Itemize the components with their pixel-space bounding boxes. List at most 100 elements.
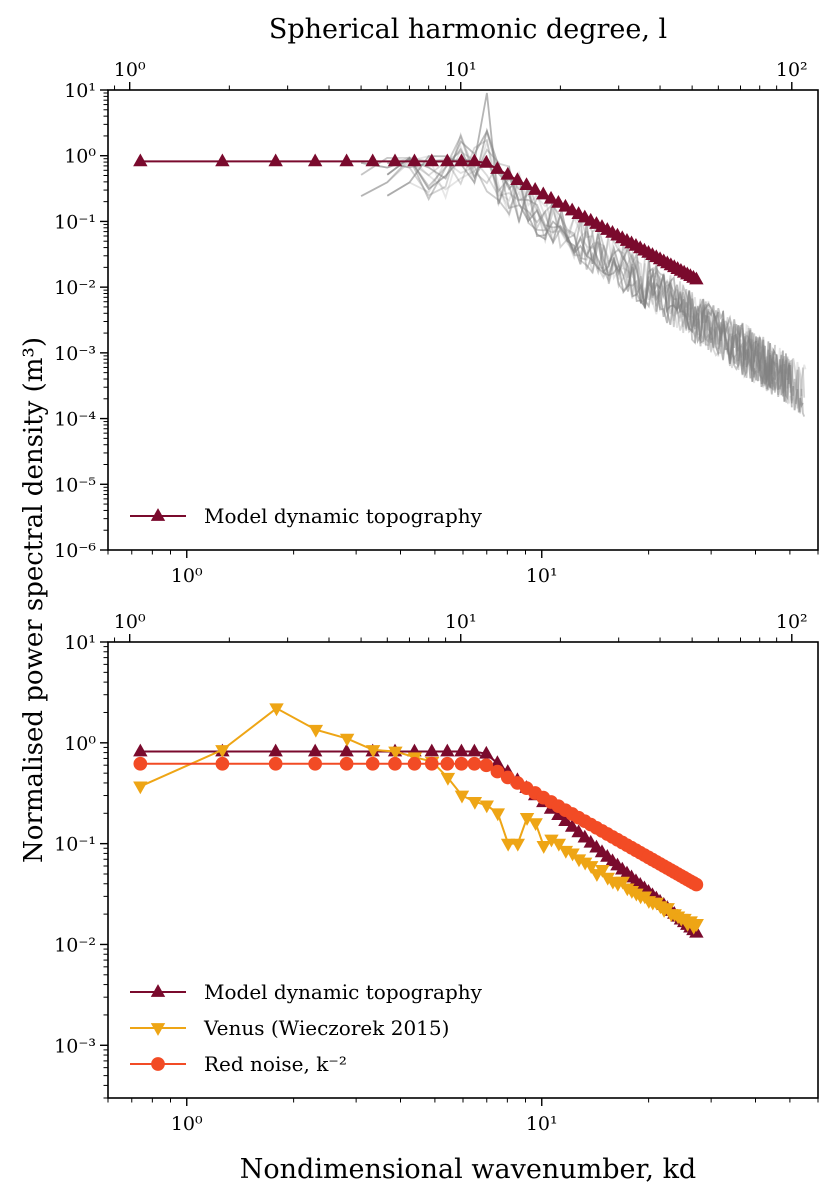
model-dynamic-topography-point (268, 153, 283, 167)
model-dynamic-topography-point (365, 153, 380, 167)
venus-wieczorek-2015-point (467, 796, 483, 810)
red-noise-k-point (133, 756, 148, 771)
red-noise-k-point (407, 756, 422, 771)
legend-marker-red-noise-k (151, 1057, 165, 1071)
red-noise-k-point (339, 756, 354, 771)
x-tick-label: 10¹ (526, 1113, 558, 1135)
top-panel: 10⁰ 10¹ 10⁰ 10¹ 10² 10¹ 10⁰ 10⁻¹ 10⁻² 10⁻³ 10⁻⁴ 10⁻… (54, 59, 819, 587)
model-dynamic-topography-point (339, 153, 354, 167)
venus-wieczorek-2015-point (500, 838, 516, 852)
x-tick-label: 10⁰ (171, 1113, 203, 1135)
background-spectrum-line (360, 150, 778, 385)
red-noise-k-point (490, 764, 505, 779)
model-dynamic-topography-point (454, 743, 469, 757)
legend-marker-model-dynamic-topography (150, 508, 166, 521)
venus-wieczorek-2015-point (536, 841, 551, 854)
top-tick-label: 10⁰ (114, 59, 146, 81)
model-dynamic-topography-point (424, 743, 439, 757)
legend-label-venus-wieczorek-2015: Venus (Wieczorek 2015) (203, 1016, 449, 1040)
legend-label-red-noise-k: Red noise, k⁻² (204, 1052, 347, 1076)
model-dynamic-topography-point (500, 166, 515, 180)
venus-wieczorek-2015-point (490, 808, 506, 822)
bottom-panel: 10⁰ 10¹ 10⁰ 10¹ 10² 10¹ 10⁰ 10⁻¹ 10⁻² 10⁻³ Model d… (54, 611, 819, 1135)
model-dynamic-topography-point (307, 743, 323, 757)
venus-wieczorek-2015-point (269, 703, 284, 717)
legend-marker-venus-wieczorek-2015 (150, 1023, 166, 1036)
red-noise-k-point (388, 756, 402, 771)
model-dynamic-topography-point (543, 190, 559, 204)
legend-label-model-dynamic-topography: Model dynamic topography (204, 980, 483, 1004)
venus-wieczorek-2015-point (615, 876, 630, 890)
venus-wieczorek-2015-point (544, 834, 559, 848)
top-tick-label: 10² (776, 59, 808, 81)
red-noise-k-point (424, 756, 439, 771)
y-tick-label: 10⁻¹ (54, 211, 96, 233)
y-tick-label: 10⁻² (54, 277, 96, 299)
background-spectrum-line (360, 133, 776, 391)
model-dynamic-topography-point (558, 813, 573, 827)
venus-wieczorek-2015-point (583, 861, 599, 874)
background-spectrum-line (360, 155, 792, 404)
y-tick-label: 10¹ (64, 632, 96, 654)
model-dynamic-topography-point (564, 818, 580, 832)
model-dynamic-topography-point (133, 743, 148, 757)
model-dynamic-topography-point (454, 153, 469, 167)
venus-wieczorek-2015-point (528, 818, 543, 831)
y-tick-label: 10⁰ (64, 733, 96, 755)
red-noise-k-point (268, 756, 283, 771)
y-tick-label: 10⁻⁴ (54, 409, 96, 431)
background-spectrum-line (387, 158, 793, 402)
model-dynamic-topography-point (519, 177, 534, 191)
model-dynamic-topography-point (551, 807, 566, 821)
top-tick-label: 10¹ (445, 611, 477, 633)
background-spectrum-line (386, 92, 804, 413)
y-tick-label: 10⁻¹ (54, 834, 96, 856)
model-dynamic-topography-point (490, 161, 505, 174)
background-spectrum-line (360, 129, 793, 408)
venus-wieczorek-2015-line (139, 707, 698, 929)
venus-wieczorek-2015-point (339, 733, 355, 747)
venus-wieczorek-2015-point (519, 813, 535, 826)
venus-wieczorek-2015-point (595, 864, 610, 878)
plot-area (133, 703, 704, 938)
model-dynamic-topography-point (215, 153, 230, 167)
y-axis-title: Normalised power spectral density (m³) (19, 337, 49, 863)
model-dynamic-topography-point (490, 755, 505, 769)
venus-wieczorek-2015-point (440, 772, 456, 786)
x-tick-label: 10⁰ (171, 565, 203, 587)
model-dynamic-topography-point (440, 743, 455, 757)
red-noise-k-point (689, 877, 704, 892)
legend-label-model-dynamic-topography: Model dynamic topography (204, 504, 483, 528)
model-dynamic-topography-point (479, 745, 494, 759)
red-noise-k-point (440, 756, 455, 771)
model-dynamic-topography-point (536, 186, 551, 200)
y-tick-label: 10⁻³ (54, 343, 96, 365)
y-tick-label: 10⁻³ (54, 1035, 96, 1057)
background-spectrum-line (360, 138, 807, 415)
plot-area (133, 92, 807, 417)
y-tick-label: 10⁻⁶ (54, 540, 96, 562)
venus-wieczorek-2015-point (510, 838, 525, 852)
y-tick-label: 10⁻⁵ (54, 474, 96, 496)
model-dynamic-topography-point (467, 153, 482, 167)
top-tick-label: 10¹ (445, 59, 477, 81)
model-dynamic-topography-point (407, 153, 422, 167)
venus-wieczorek-2015-point (388, 746, 403, 760)
red-noise-k-point (454, 756, 469, 771)
venus-wieczorek-2015-point (215, 745, 230, 758)
red-noise-k-point (479, 758, 494, 773)
top-tick-label: 10² (776, 611, 808, 633)
red-noise-k-point (467, 756, 482, 771)
red-noise-k-point (215, 756, 230, 771)
model-dynamic-topography-point (510, 172, 525, 185)
model-dynamic-topography-point (133, 153, 148, 167)
model-dynamic-topography-point (339, 743, 354, 757)
model-dynamic-topography-point (467, 743, 482, 757)
venus-wieczorek-2015-point (551, 838, 567, 852)
red-noise-k-point (308, 756, 323, 771)
model-dynamic-topography-point (551, 194, 566, 208)
model-dynamic-topography-point (527, 182, 543, 195)
background-spectrum-line (360, 138, 806, 409)
top-axis-title: Spherical harmonic degree, l (269, 14, 667, 45)
